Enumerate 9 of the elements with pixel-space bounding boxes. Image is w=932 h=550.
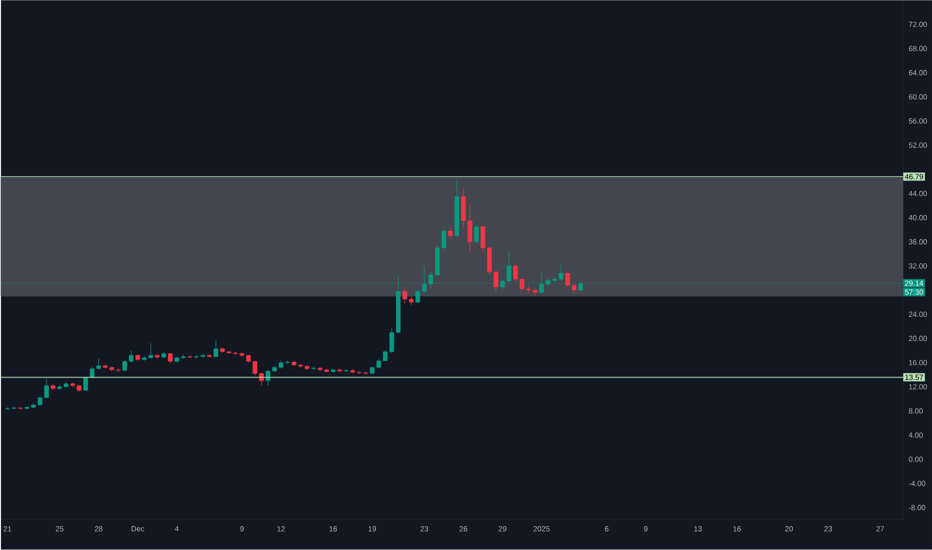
candlestick <box>474 224 479 244</box>
candlestick <box>128 350 134 364</box>
candlestick <box>214 340 218 358</box>
candlestick <box>389 328 394 354</box>
candlestick <box>376 358 382 370</box>
candlestick <box>148 343 154 359</box>
candlestick <box>448 228 453 240</box>
candlestick <box>382 350 388 362</box>
candlestick <box>168 352 173 364</box>
